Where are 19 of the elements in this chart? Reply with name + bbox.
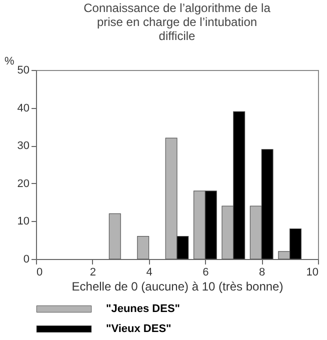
x-axis-title: Echelle de 0 (aucune) à 10 (très bonne)	[72, 280, 284, 294]
y-tick-label: 10	[17, 216, 30, 228]
bar	[108, 213, 121, 260]
x-tick-label: 10	[306, 266, 318, 278]
x-tick-label: 4	[146, 266, 152, 278]
chart-title: Connaissance de l’algorithme de la prise en charge de l’intubation difficile	[84, 1, 271, 43]
y-tick-label: 50	[17, 64, 30, 76]
x-tick-label: 2	[90, 266, 96, 278]
bar	[137, 236, 150, 260]
y-tick-label: 40	[17, 102, 30, 114]
y-tick-label: 20	[17, 178, 30, 190]
x-tick-label: 8	[259, 266, 266, 278]
y-tick-label: 0	[23, 254, 30, 266]
x-tick-label: 0	[36, 266, 43, 278]
legend-label: "Jeunes DES"	[106, 303, 180, 315]
y-tick-label: 30	[17, 140, 30, 152]
legend-label: "Vieux DES"	[106, 323, 172, 335]
x-tick-label: 6	[202, 266, 209, 278]
y-axis-title: %	[4, 56, 14, 68]
